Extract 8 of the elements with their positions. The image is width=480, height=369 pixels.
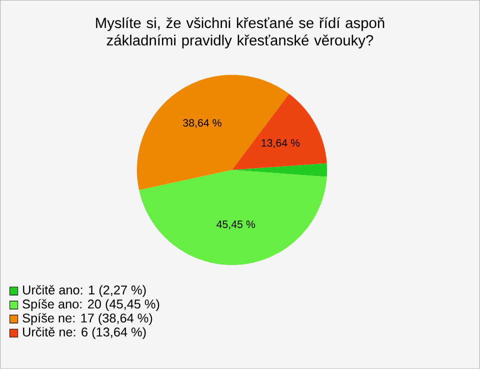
legend-label: Spíše ano: 20 (45,45 %) — [22, 299, 160, 312]
chart-title: Myslíte si, že všichni křesťané se řídí aspoň základními pravidly křesťanské věrouky? — [96, 17, 384, 48]
legend-label: Spíše ne: 17 (38,64 %) — [22, 313, 152, 326]
legend-label: Určitě ne: 6 (13,64 %) — [23, 327, 146, 340]
data-label: 38,64 % — [183, 119, 222, 128]
data-label: 45,45 % — [216, 220, 256, 230]
data-label: 13,64 % — [262, 139, 300, 148]
legend-label: Určitě ano: 1 (2,27 %) — [23, 285, 146, 298]
